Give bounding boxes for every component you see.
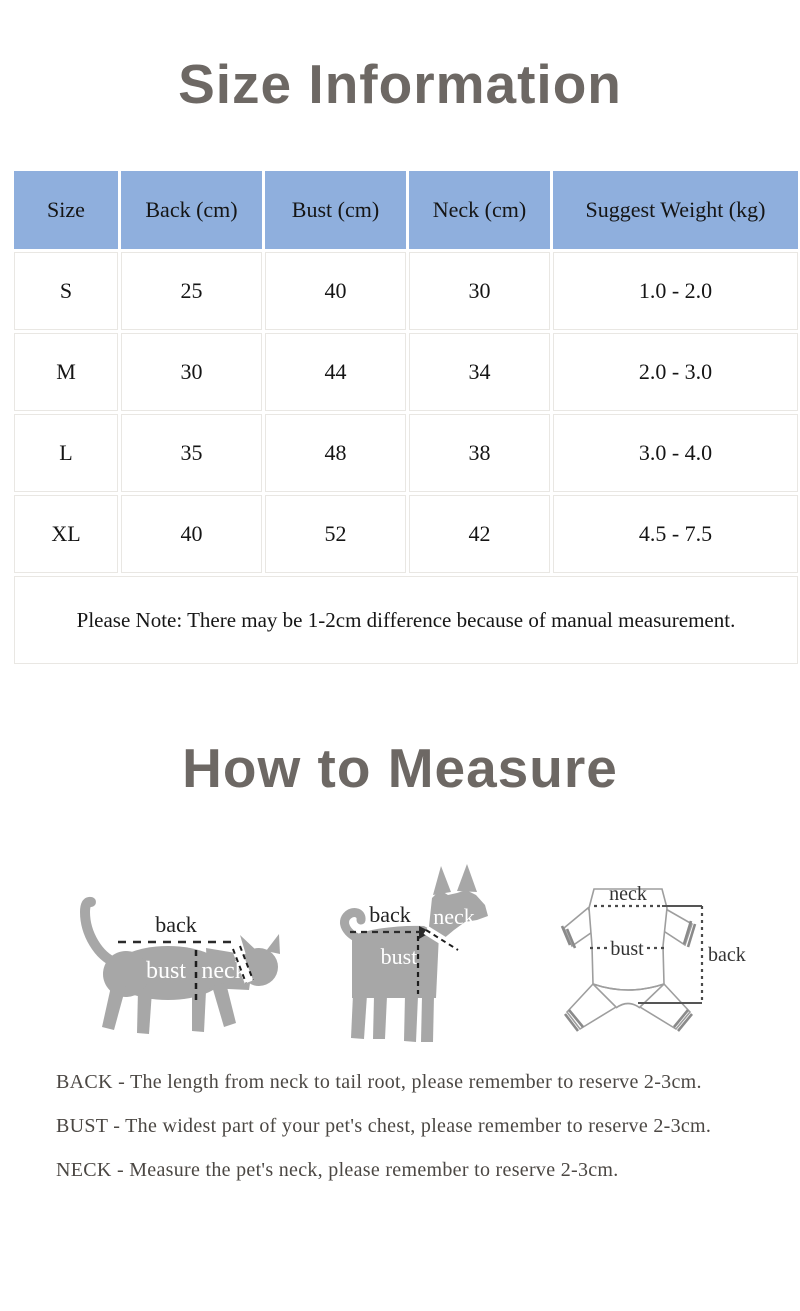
bust-label: bust xyxy=(610,938,644,960)
how-to-measure-title: How to Measure xyxy=(182,737,618,799)
table-cell: S xyxy=(14,252,118,330)
back-label: back xyxy=(155,912,197,937)
table-cell: 30 xyxy=(409,252,550,330)
measurement-note: Please Note: There may be 1-2cm differen… xyxy=(14,576,798,664)
table-header-row: Size Back (cm) Bust (cm) Neck (cm) Sugge… xyxy=(14,171,798,249)
cat-ear xyxy=(266,934,280,954)
table-cell: 30 xyxy=(121,333,262,411)
neck-description: NECK - Measure the pet's neck, please re… xyxy=(56,1159,619,1181)
measure-illustrations: back bust neck back neck bust xyxy=(0,860,800,1060)
table-row: XL 40 52 42 4.5 - 7.5 xyxy=(14,495,798,573)
dog-leg xyxy=(421,996,434,1042)
column-header-weight: Suggest Weight (kg) xyxy=(553,171,798,249)
table-cell: 1.0 - 2.0 xyxy=(553,252,798,330)
table-cell: 38 xyxy=(409,414,550,492)
table-cell: 40 xyxy=(121,495,262,573)
dog-ear xyxy=(457,864,477,892)
table-row: S 25 40 30 1.0 - 2.0 xyxy=(14,252,798,330)
measure-descriptions: BACK - The length from neck to tail root… xyxy=(56,1072,766,1204)
back-label: back xyxy=(708,944,746,966)
dog-measure-illustration: back neck bust xyxy=(340,864,488,1042)
table-cell: 2.0 - 3.0 xyxy=(553,333,798,411)
cat-leg xyxy=(212,983,236,1027)
dog-body xyxy=(352,925,439,998)
column-header-size: Size xyxy=(14,171,118,249)
table-cell: 4.5 - 7.5 xyxy=(553,495,798,573)
bust-label: bust xyxy=(381,944,418,969)
size-chart-table: Size Back (cm) Bust (cm) Neck (cm) Sugge… xyxy=(11,168,800,667)
dog-ear xyxy=(433,866,451,895)
neck-measure-line xyxy=(232,948,247,984)
column-header-back: Back (cm) xyxy=(121,171,262,249)
garment-leg xyxy=(638,982,692,1031)
cat-ear xyxy=(240,935,256,955)
back-label: back xyxy=(369,902,411,927)
column-header-bust: Bust (cm) xyxy=(265,171,406,249)
cat-leg xyxy=(102,982,126,1030)
cat-leg xyxy=(192,990,206,1032)
table-row: M 30 44 34 2.0 - 3.0 xyxy=(14,333,798,411)
table-cell: 40 xyxy=(265,252,406,330)
dog-leg xyxy=(404,995,418,1042)
table-cell: 42 xyxy=(409,495,550,573)
table-cell: 44 xyxy=(265,333,406,411)
table-cell: 25 xyxy=(121,252,262,330)
table-cell: L xyxy=(14,414,118,492)
garment-measure-diagram: neck bust back xyxy=(560,883,746,1032)
table-cell: 34 xyxy=(409,333,550,411)
size-information-title: Size Information xyxy=(178,53,622,115)
bust-label: bust xyxy=(146,958,186,984)
table-cell: 35 xyxy=(121,414,262,492)
table-cell: M xyxy=(14,333,118,411)
neck-label: neck xyxy=(609,883,647,905)
neck-label: neck xyxy=(433,904,475,929)
dog-leg xyxy=(373,996,387,1039)
garment-leg xyxy=(565,982,618,1031)
table-cell: 52 xyxy=(265,495,406,573)
dog-tail xyxy=(340,908,367,945)
dog-leg xyxy=(351,994,367,1039)
cat-leg xyxy=(137,990,152,1034)
cuff-hatching xyxy=(560,920,697,1032)
table-cell: 3.0 - 4.0 xyxy=(553,414,798,492)
neck-measure-line xyxy=(425,929,459,951)
back-description: BACK - The length from neck to tail root… xyxy=(56,1071,702,1093)
table-row: L 35 48 38 3.0 - 4.0 xyxy=(14,414,798,492)
cat-tail xyxy=(79,896,121,968)
cat-measure-illustration: back bust neck xyxy=(79,896,280,1034)
table-cell: 48 xyxy=(265,414,406,492)
table-cell: XL xyxy=(14,495,118,573)
table-note-row: Please Note: There may be 1-2cm differen… xyxy=(14,576,798,664)
column-header-neck: Neck (cm) xyxy=(409,171,550,249)
bust-description: BUST - The widest part of your pet's che… xyxy=(56,1115,712,1137)
dog-head xyxy=(428,890,488,944)
